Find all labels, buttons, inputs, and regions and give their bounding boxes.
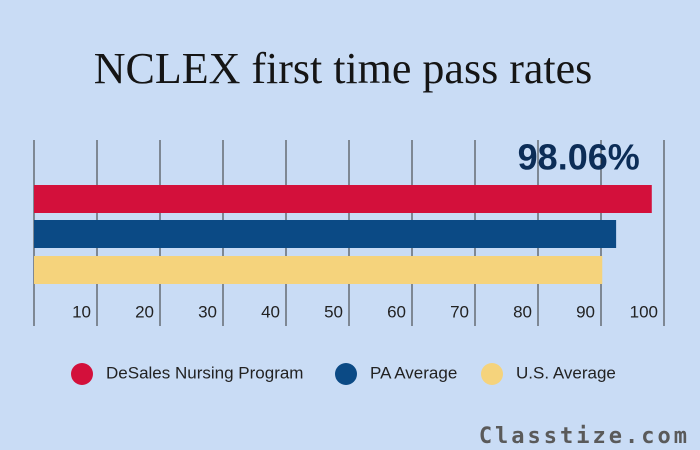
x-tick-label: 30 [198, 302, 217, 321]
x-tick-label: 40 [261, 302, 280, 321]
chart-title: NCLEX first time pass rates [94, 44, 593, 93]
watermark: Classtize.com [479, 424, 690, 449]
x-tick-label: 100 [630, 302, 658, 321]
bar [34, 220, 617, 248]
x-tick-label: 60 [387, 302, 406, 321]
x-tick-label: 90 [576, 302, 595, 321]
legend-label: DeSales Nursing Program [106, 363, 303, 382]
x-tick-label: 70 [450, 302, 469, 321]
value-label: 98.06% [518, 137, 640, 178]
x-tick-label: 10 [72, 302, 91, 321]
x-tick-label: 20 [135, 302, 154, 321]
x-tick-label: 80 [513, 302, 532, 321]
legend-marker [481, 363, 503, 385]
bar [34, 256, 603, 284]
legend-marker [335, 363, 357, 385]
bar [34, 185, 652, 213]
legend-label: PA Average [370, 363, 457, 382]
legend-marker [71, 363, 93, 385]
x-tick-label: 50 [324, 302, 343, 321]
legend-label: U.S. Average [516, 363, 616, 382]
